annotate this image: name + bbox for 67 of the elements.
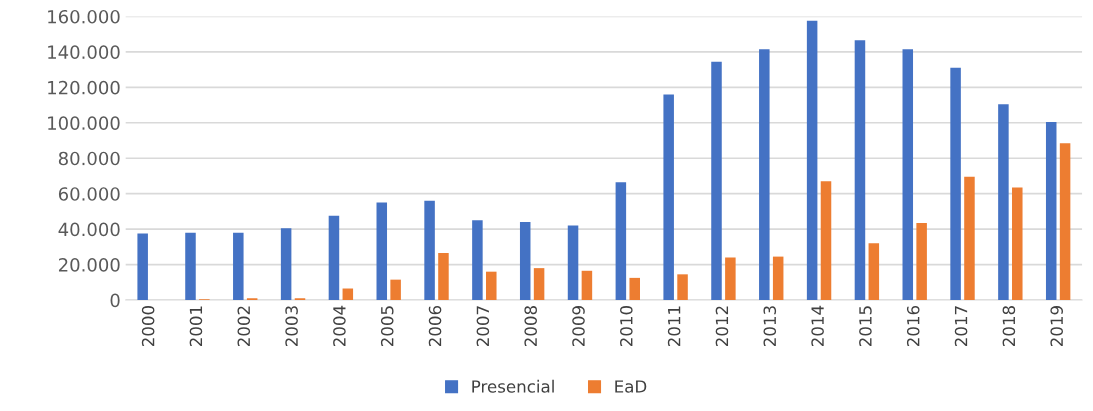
x-tick-label: 2014 — [811, 305, 824, 347]
bar — [868, 243, 880, 301]
y-tick-label: 40.000 — [58, 222, 120, 237]
bar — [663, 94, 674, 301]
legend-label: EaD — [615, 380, 647, 393]
y-tick-label: 100.000 — [48, 116, 120, 130]
x-tick-label: 2016 — [906, 305, 920, 347]
x-tick-label: 2012 — [715, 306, 729, 347]
legend-label: Presencial — [472, 379, 554, 393]
x-tick-label: 2002 — [237, 306, 251, 347]
x-tick-label: 2007 — [476, 306, 490, 347]
bar — [916, 222, 927, 301]
bar — [725, 257, 736, 301]
bar — [1012, 187, 1023, 301]
x-tick-label: 2010 — [620, 306, 633, 347]
y-tick-label: 140.000 — [48, 45, 120, 60]
x-tick-label: 2019 — [1050, 306, 1063, 347]
bar — [854, 40, 866, 301]
bar — [820, 181, 832, 301]
x-tick-label: 2003 — [285, 306, 298, 347]
y-tick-label: 120.000 — [48, 80, 120, 95]
bar — [1045, 121, 1057, 301]
bar — [629, 277, 640, 301]
x-tick-label: 2018 — [1002, 306, 1016, 347]
bar — [486, 271, 497, 301]
bar — [390, 279, 401, 301]
bar — [581, 270, 593, 301]
bar — [472, 220, 483, 301]
bar — [615, 182, 627, 301]
bar — [964, 176, 975, 301]
bar — [902, 49, 914, 301]
x-tick-label: 2005 — [380, 306, 394, 347]
bar — [233, 232, 244, 301]
bar — [998, 104, 1009, 301]
x-tick-label: 2011 — [667, 306, 681, 347]
y-tick-label: 0 — [110, 293, 120, 308]
x-tick-label: 2017 — [954, 306, 968, 347]
bar — [677, 274, 688, 301]
bar — [950, 67, 961, 301]
bar — [567, 225, 579, 301]
bar — [185, 232, 196, 301]
x-tick-label: 2008 — [524, 306, 537, 347]
bar — [376, 202, 388, 301]
bar — [806, 20, 818, 301]
x-tick-label: 2006 — [428, 305, 442, 347]
bar — [711, 61, 722, 301]
bar — [533, 268, 545, 301]
x-tick-label: 2001 — [189, 306, 203, 347]
y-tick-label: 60.000 — [58, 187, 120, 201]
x-tick-label: 2004 — [333, 305, 346, 347]
bar — [759, 49, 770, 301]
bar — [342, 288, 354, 301]
x-tick-label: 2009 — [572, 306, 585, 347]
bar — [137, 233, 148, 301]
bar — [1059, 143, 1071, 301]
bar — [772, 256, 784, 301]
bar — [438, 253, 449, 301]
bar — [280, 228, 292, 301]
x-tick-label: 2015 — [859, 306, 872, 347]
y-tick-label: 160.000 — [48, 9, 120, 24]
bar — [328, 215, 340, 301]
bar — [519, 222, 531, 301]
bar — [424, 200, 435, 301]
y-tick-label: 20.000 — [58, 258, 120, 272]
x-tick-label: 2013 — [763, 306, 777, 347]
y-tick-label: 80.000 — [58, 151, 120, 166]
x-tick-label: 2000 — [141, 306, 155, 347]
